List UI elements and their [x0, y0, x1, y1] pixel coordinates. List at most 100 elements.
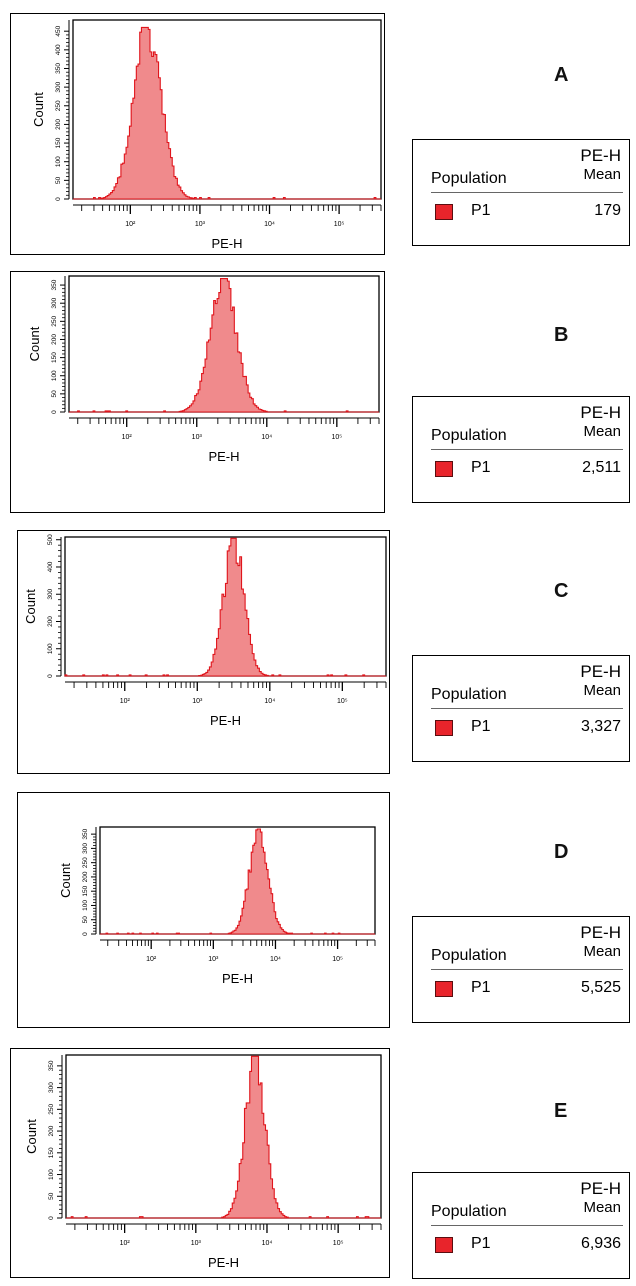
y-tick-label: 50 — [48, 1192, 55, 1200]
y-tick-label: 400 — [55, 44, 62, 55]
y-axis-label: Count — [24, 1119, 39, 1154]
panel-label-e: E — [554, 1100, 567, 1123]
histogram-frame-c: 10² 10³ 10⁴ 10⁵ PE-H 0 100 200 300 400 500 Count — [17, 530, 390, 774]
plot-area — [100, 827, 375, 934]
y-tick-label: 400 — [47, 561, 54, 572]
y-tick-label: 500 — [47, 534, 54, 545]
x-tick-label: 10⁴ — [261, 434, 272, 441]
y-tick-label: 100 — [82, 900, 89, 911]
stats-table-d: PE-H Mean Population P1 5,525 — [412, 916, 630, 1023]
histogram-frame-b: 10² 10³ 10⁴ 10⁵ PE-H 0 50 100 150 200 250 300 350 Cou… — [10, 271, 385, 513]
stats-row-header: Population — [431, 686, 507, 704]
y-tick-label: 250 — [55, 100, 62, 111]
y-tick-label: 200 — [51, 334, 58, 345]
y-tick-label: 250 — [82, 857, 89, 868]
stats-column-header-parameter: PE-H — [580, 1179, 621, 1199]
y-tick-label: 300 — [47, 588, 54, 599]
histogram-d: 10² 10³ 10⁴ 10⁵ PE-H 0 50 100 150 200 250 300 350 Cou… — [18, 793, 391, 1029]
y-tick-label: 0 — [51, 410, 58, 414]
stats-divider — [431, 708, 623, 709]
population-color-swatch — [435, 461, 453, 477]
population-mean-value: 179 — [594, 202, 621, 220]
panel-label-a: A — [554, 64, 568, 87]
x-tick-label: 10³ — [208, 956, 219, 963]
y-tick-label: 150 — [55, 137, 62, 148]
y-tick-label: 250 — [48, 1104, 55, 1115]
x-tick-label: 10² — [146, 956, 157, 963]
histogram-frame-d: 10² 10³ 10⁴ 10⁵ PE-H 0 50 100 150 200 250 300 350 Cou… — [17, 792, 390, 1028]
y-tick-label: 0 — [47, 674, 54, 678]
x-tick-label: 10⁴ — [264, 221, 275, 228]
stats-table-c: PE-H Mean Population P1 3,327 — [412, 655, 630, 762]
panel-label-b: B — [554, 324, 568, 347]
y-tick-label: 300 — [55, 81, 62, 92]
y-tick-label: 150 — [51, 352, 58, 363]
y-tick-label: 50 — [55, 176, 62, 184]
population-mean-value: 3,327 — [581, 718, 621, 736]
histogram-series-p1 — [73, 27, 381, 199]
population-name: P1 — [471, 979, 491, 997]
population-color-swatch — [435, 981, 453, 997]
population-color-swatch — [435, 204, 453, 220]
stats-column-header-parameter: PE-H — [580, 403, 621, 423]
y-tick-label: 0 — [48, 1216, 55, 1220]
stats-table-b: PE-H Mean Population P1 2,511 — [412, 396, 630, 503]
y-axis-label: Count — [31, 92, 46, 127]
y-tick-label: 300 — [51, 297, 58, 308]
y-tick-label: 200 — [47, 616, 54, 627]
x-tick-label: 10³ — [195, 221, 206, 228]
y-tick-label: 100 — [55, 156, 62, 167]
histogram-a: 10² 10³ 10⁴ 10⁵ PE-H 0 50 100 150 200 250 300 350 400… — [11, 14, 386, 256]
population-name: P1 — [471, 202, 491, 220]
x-tick-label: 10⁵ — [334, 221, 345, 228]
population-name: P1 — [471, 718, 491, 736]
histogram-c: 10² 10³ 10⁴ 10⁵ PE-H 0 100 200 300 400 500 Count — [18, 531, 391, 775]
x-tick-label: 10⁵ — [331, 434, 342, 441]
population-name: P1 — [471, 459, 491, 477]
y-tick-label: 450 — [55, 25, 62, 36]
stats-column-header-statistic: Mean — [583, 682, 621, 699]
x-tick-label: 10⁵ — [333, 1240, 344, 1247]
histogram-e: 10² 10³ 10⁴ 10⁵ PE-H 0 50 100 150 200 250 300 350 Cou… — [11, 1049, 391, 1279]
y-tick-label: 350 — [51, 279, 58, 290]
x-tick-label: 10⁴ — [264, 698, 275, 705]
histogram-b: 10² 10³ 10⁴ 10⁵ PE-H 0 50 100 150 200 250 300 350 Cou… — [11, 272, 386, 514]
y-axis-label: Count — [23, 589, 38, 624]
y-tick-label: 300 — [82, 843, 89, 854]
stats-column-header-statistic: Mean — [583, 1199, 621, 1216]
y-tick-label: 0 — [82, 932, 89, 936]
stats-row-header: Population — [431, 427, 507, 445]
population-mean-value: 2,511 — [582, 459, 621, 477]
y-tick-label: 350 — [48, 1060, 55, 1071]
stats-divider — [431, 969, 623, 970]
population-color-swatch — [435, 720, 453, 736]
panel-label-d: D — [554, 841, 568, 864]
y-tick-label: 100 — [51, 370, 58, 381]
x-tick-label: 10² — [125, 221, 136, 228]
y-tick-label: 150 — [82, 885, 89, 896]
y-tick-label: 100 — [47, 643, 54, 654]
stats-row-header: Population — [431, 947, 507, 965]
x-axis-label: PE-H — [208, 449, 239, 464]
x-tick-label: 10² — [120, 698, 131, 705]
y-tick-label: 200 — [82, 871, 89, 882]
stats-divider — [431, 1225, 623, 1226]
stats-column-header-parameter: PE-H — [580, 662, 621, 682]
stats-column-header-statistic: Mean — [583, 423, 621, 440]
x-tick-label: 10³ — [192, 434, 203, 441]
y-axis-label: Count — [58, 863, 73, 898]
stats-table-e: PE-H Mean Population P1 6,936 — [412, 1172, 630, 1279]
x-tick-label: 10⁵ — [332, 956, 343, 963]
y-tick-label: 150 — [48, 1147, 55, 1158]
plot-area — [73, 20, 381, 199]
histogram-frame-e: 10² 10³ 10⁴ 10⁵ PE-H 0 50 100 150 200 250 300 350 Cou… — [10, 1048, 390, 1278]
stats-row-header: Population — [431, 1203, 507, 1221]
stats-row-header: Population — [431, 170, 507, 188]
histogram-series-p1 — [69, 279, 379, 412]
histogram-series-p1 — [66, 1056, 381, 1218]
y-tick-label: 100 — [48, 1169, 55, 1180]
stats-column-header-statistic: Mean — [583, 943, 621, 960]
x-tick-label: 10⁵ — [337, 698, 348, 705]
population-mean-value: 6,936 — [581, 1235, 621, 1253]
y-tick-label: 50 — [82, 916, 89, 924]
